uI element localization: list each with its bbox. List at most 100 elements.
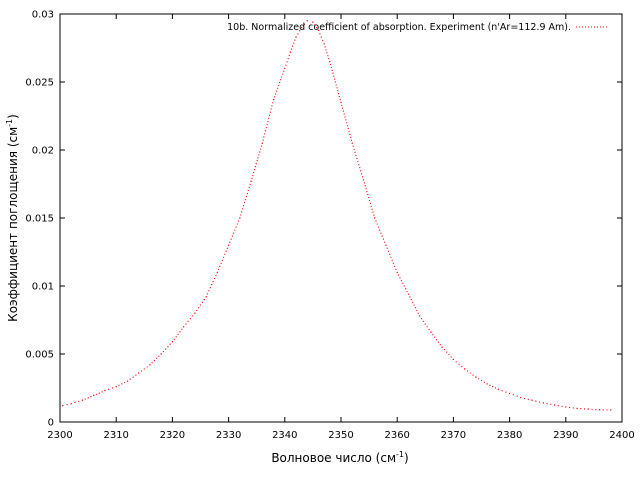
trace-dot xyxy=(273,96,276,98)
trace-dot xyxy=(264,130,267,132)
trace-dot xyxy=(132,376,134,378)
trace-dot xyxy=(280,79,282,81)
trace-dot xyxy=(165,348,167,350)
trace-dot xyxy=(259,151,261,153)
trace-dot xyxy=(368,199,371,202)
trace-dot xyxy=(293,42,295,44)
trace-dot xyxy=(221,259,223,261)
trace-dot xyxy=(550,403,552,405)
data-point xyxy=(329,60,331,63)
trace-dot xyxy=(414,307,417,309)
trace-dot xyxy=(337,90,339,92)
trace-dot xyxy=(354,151,356,153)
trace-dot xyxy=(268,117,270,119)
trace-dot xyxy=(342,110,345,112)
trace-dot xyxy=(245,195,247,198)
trace-dot xyxy=(189,318,191,320)
trace-dot xyxy=(263,136,265,138)
trace-dot xyxy=(285,64,287,66)
trace-dot xyxy=(277,87,279,89)
data-point xyxy=(497,388,500,391)
trace-dot xyxy=(177,333,179,335)
trace-dot xyxy=(356,157,358,160)
trace-dot xyxy=(246,192,248,195)
trace-dot xyxy=(237,220,240,222)
data-point xyxy=(312,21,314,23)
trace-dot xyxy=(333,78,336,80)
trace-dot xyxy=(466,370,469,372)
trace-dot xyxy=(344,116,346,118)
trace-dot xyxy=(363,182,365,184)
x-tick-label: 2390 xyxy=(553,430,578,441)
trace-dot xyxy=(455,361,457,363)
axis-ticks xyxy=(59,13,623,423)
trace-dot xyxy=(271,105,273,107)
trace-dot xyxy=(265,127,267,129)
trace-dot xyxy=(292,45,294,47)
trace-dot xyxy=(203,299,205,301)
trace-dot xyxy=(118,384,120,386)
trace-dot xyxy=(469,372,471,374)
trace-dot xyxy=(394,265,396,267)
trace-dot xyxy=(247,189,249,192)
trace-dot xyxy=(437,341,440,343)
trace-dot xyxy=(314,24,316,26)
trace-dot xyxy=(135,374,137,376)
trace-dot xyxy=(101,391,103,393)
trace-dot xyxy=(236,223,238,225)
trace-dot xyxy=(379,229,381,231)
x-tick-label: 2400 xyxy=(609,430,634,441)
data-point xyxy=(317,29,320,32)
trace-dot xyxy=(373,214,375,216)
data-point xyxy=(374,217,376,219)
trace-dot xyxy=(215,274,217,277)
trace-dot xyxy=(402,282,404,284)
trace-dot xyxy=(196,309,198,312)
trace-dot xyxy=(259,148,262,150)
trace-dot xyxy=(349,133,351,136)
x-tick-label: 2340 xyxy=(272,430,297,441)
trace-dot xyxy=(439,344,441,346)
data-point xyxy=(104,390,106,392)
trace-dot xyxy=(286,61,288,63)
data-point xyxy=(407,293,410,295)
trace-dot xyxy=(151,362,153,364)
trace-dot xyxy=(297,33,299,35)
trace-dot xyxy=(329,63,332,66)
x-axis-title: Волновое число (см-1) xyxy=(271,450,408,465)
data-point xyxy=(441,346,443,348)
trace-dot xyxy=(333,75,335,77)
trace-dot xyxy=(121,383,123,385)
trace-dot xyxy=(225,250,227,252)
trace-dot xyxy=(201,301,203,303)
trace-dot xyxy=(179,331,181,333)
trace-dot xyxy=(572,407,574,409)
trace-dot xyxy=(181,328,183,330)
trace-dot xyxy=(266,123,268,126)
data-point xyxy=(171,341,174,343)
data-point xyxy=(70,402,72,405)
trace-dot xyxy=(516,395,518,397)
trace-dot xyxy=(219,265,221,267)
legend: 10b. Normalized coefficient of absorptio… xyxy=(227,22,607,33)
trace-dot xyxy=(392,262,395,264)
trace-dot xyxy=(399,277,401,279)
trace-dot xyxy=(458,363,460,365)
plot-frame xyxy=(59,13,623,423)
data-point xyxy=(205,296,207,298)
trace-dot xyxy=(364,185,366,187)
trace-dot xyxy=(330,66,332,69)
trace-dot xyxy=(580,408,582,410)
data-point xyxy=(452,358,455,361)
legend-label: 10b. Normalized coefficient of absorptio… xyxy=(227,22,571,33)
trace-dot xyxy=(158,355,160,357)
trace-dot xyxy=(376,223,378,225)
trace-dot xyxy=(269,111,271,113)
trace-dot xyxy=(406,290,408,293)
trace-dot xyxy=(595,408,597,411)
trace-dot xyxy=(257,157,259,159)
data-point xyxy=(542,402,545,404)
trace-dot xyxy=(382,238,385,240)
trace-dot xyxy=(489,384,491,386)
